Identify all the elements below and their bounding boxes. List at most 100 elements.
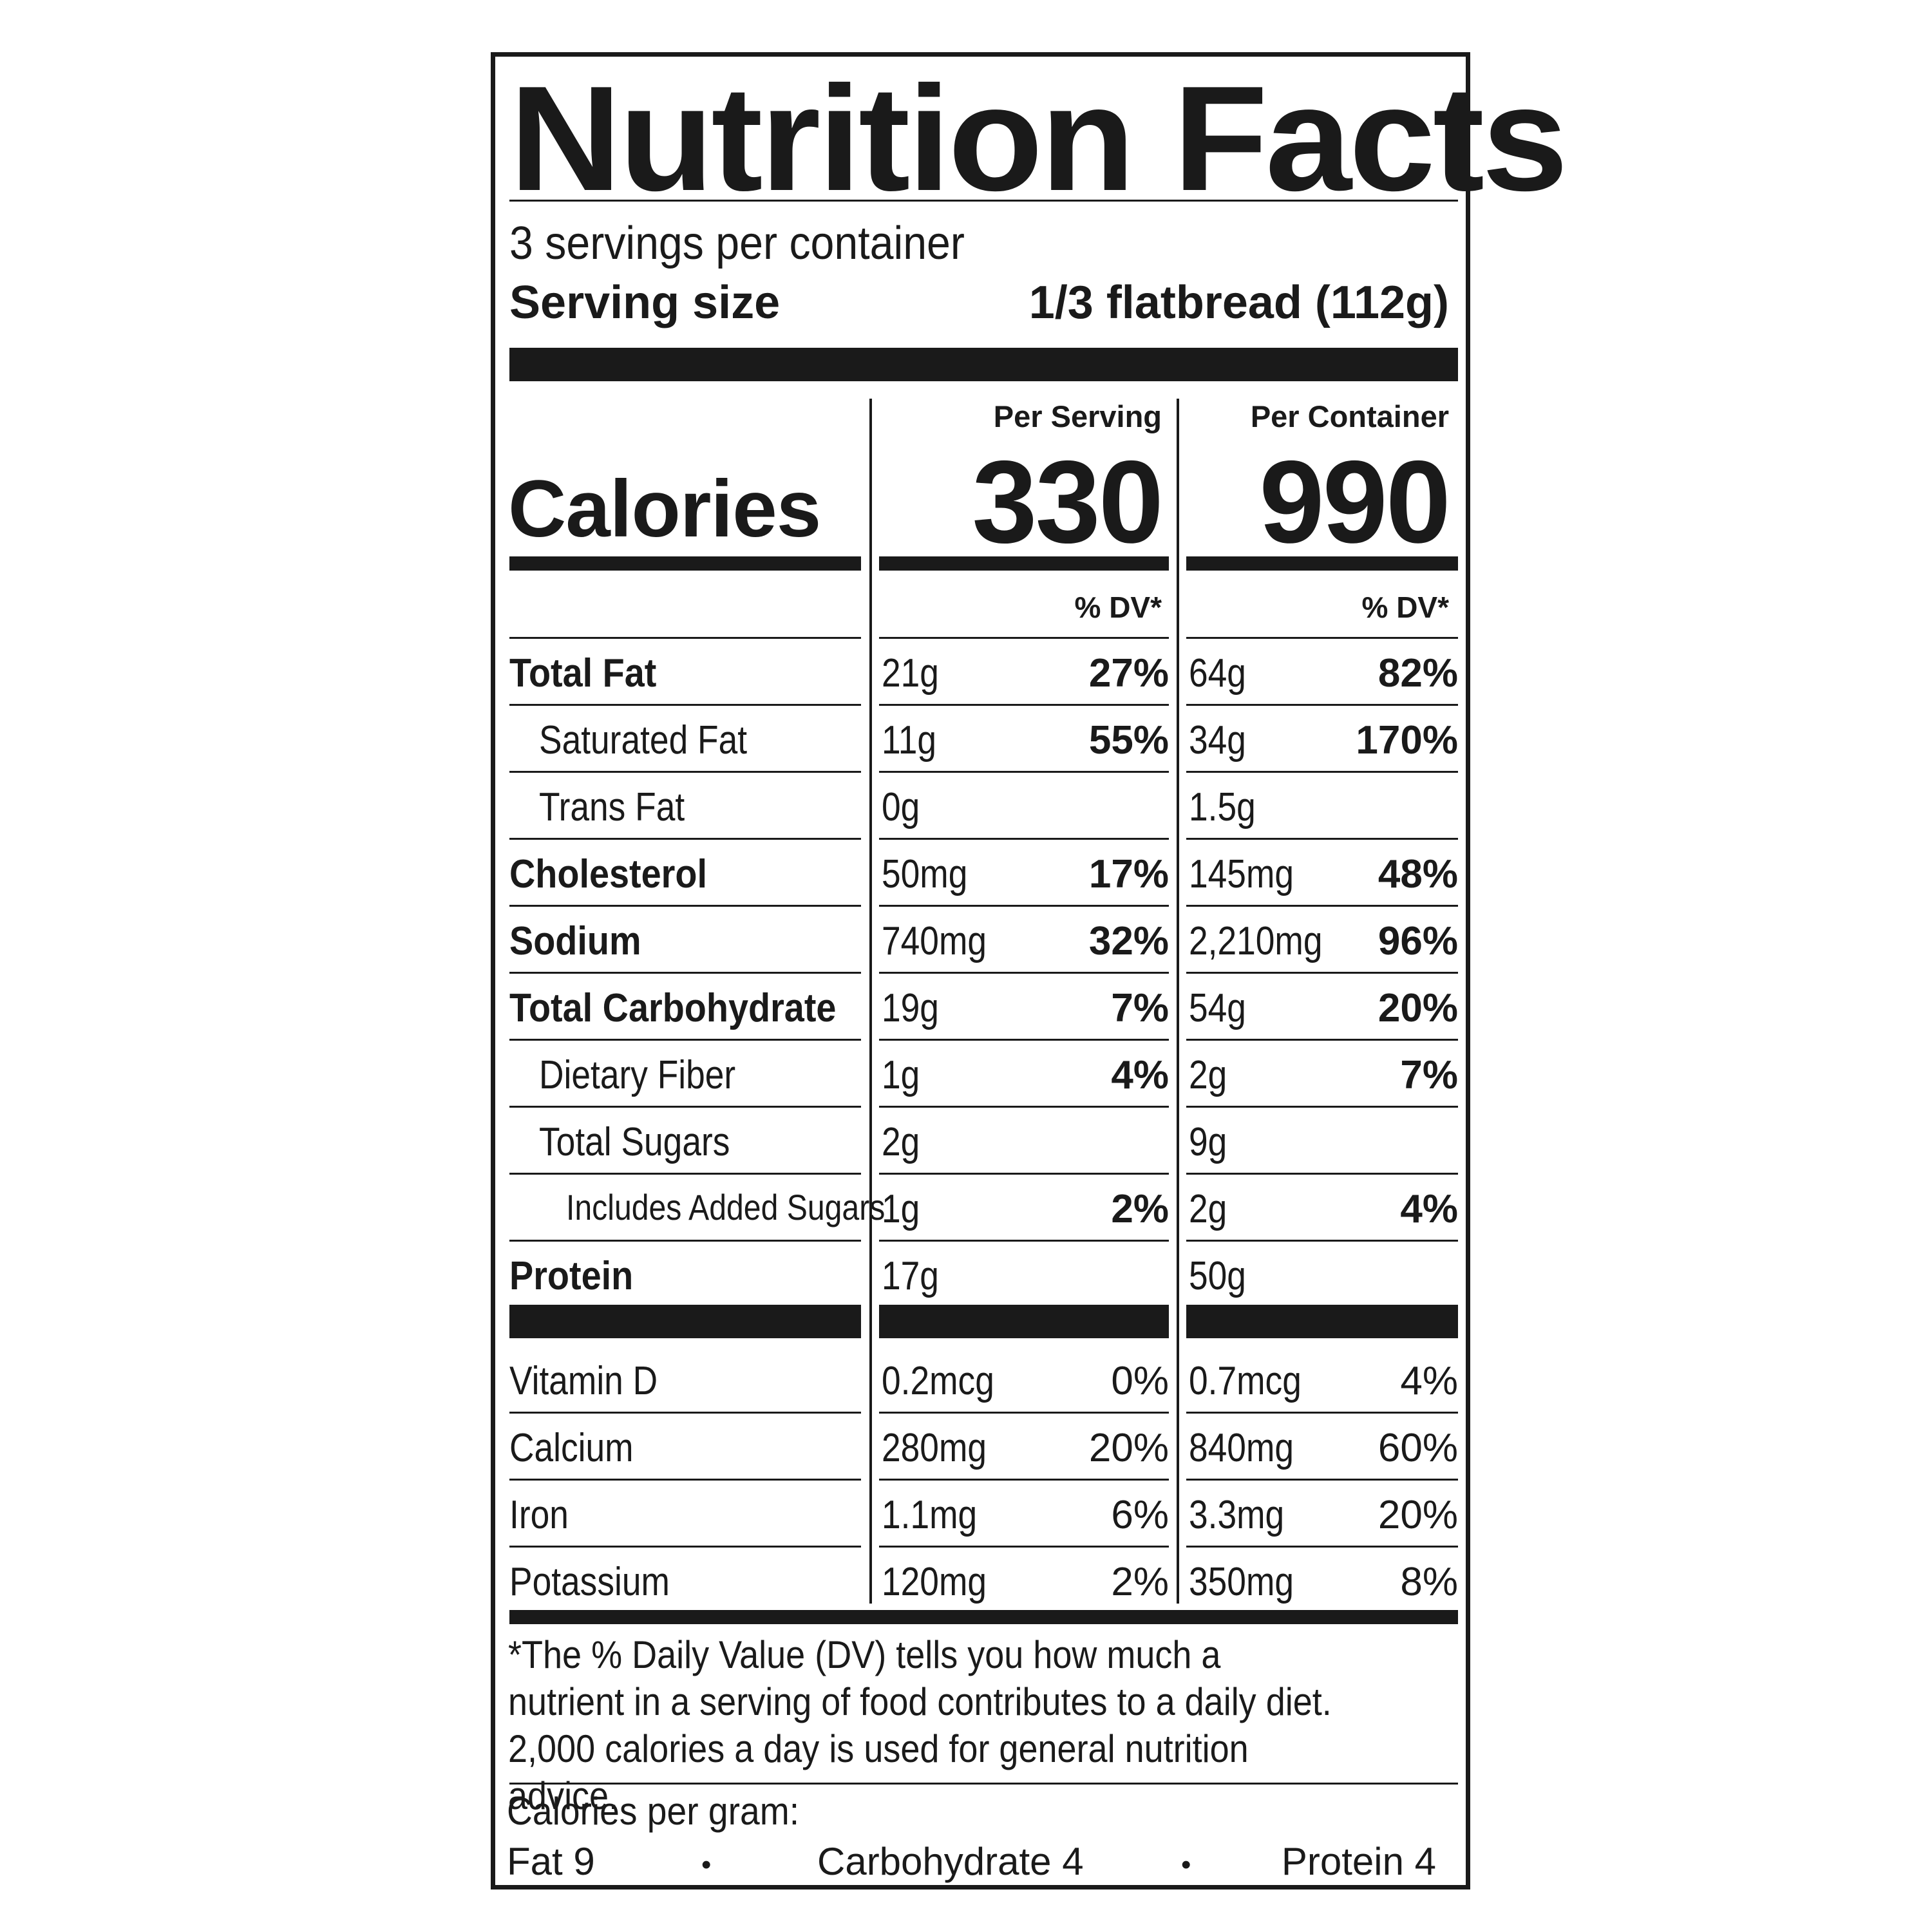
nutrient-name-saturated-fat: Saturated Fat [539, 718, 748, 762]
vitamin-bar-1 [509, 1305, 861, 1338]
servings-per-container: 3 servings per container [509, 218, 965, 269]
serving-size-label: Serving size [509, 277, 781, 328]
title-rule [509, 200, 1458, 202]
row-rule-serving-calcium [879, 1412, 1169, 1414]
serving-amount-total-sugars: 2g [882, 1120, 920, 1164]
container-amount-total-fat: 64g [1189, 651, 1246, 696]
serving-amount-total-fat: 21g [882, 651, 939, 696]
serving-dv-calcium: 20% [1088, 1426, 1169, 1470]
container-amount-sodium: 2,210mg [1189, 919, 1323, 963]
footnote-rule [509, 1783, 1458, 1785]
row-rule-total-sugars [509, 1106, 861, 1108]
serving-amount-potassium: 120mg [882, 1560, 987, 1604]
nutrient-name-cholesterol: Cholesterol [509, 852, 707, 896]
row-rule-total-carbohydrate [509, 972, 861, 974]
row-rule-container-dietary-fiber [1186, 1039, 1458, 1041]
dv-header-serving: % DV* [1074, 591, 1162, 624]
column-divider-2 [1177, 399, 1179, 1604]
serving-dv-cholesterol: 17% [1088, 852, 1169, 896]
cpg-separator-2: • [1181, 1849, 1191, 1880]
column-divider-1 [869, 399, 872, 1604]
calories-per-serving: 330 [972, 436, 1164, 567]
container-dv-cholesterol: 48% [1378, 852, 1458, 896]
container-amount-saturated-fat: 34g [1189, 718, 1246, 762]
nutrient-name-potassium: Potassium [509, 1560, 670, 1604]
row-rule-cholesterol [509, 838, 861, 840]
container-amount-potassium: 350mg [1189, 1560, 1294, 1604]
calories-bar-1 [509, 556, 861, 571]
serving-dv-total-carbohydrate: 7% [1111, 986, 1169, 1030]
serving-dv-dietary-fiber: 4% [1111, 1053, 1169, 1097]
vitamin-bar-2 [879, 1305, 1169, 1338]
serving-amount-calcium: 280mg [882, 1426, 987, 1470]
calories-label: Calories [508, 464, 821, 554]
serving-size-value: 1/3 flatbread (112g) [1028, 277, 1449, 328]
serving-amount-protein: 17g [882, 1254, 939, 1298]
row-rule-serving-dietary-fiber [879, 1039, 1169, 1041]
row-rule-iron [509, 1479, 861, 1481]
row-rule-serving-potassium [879, 1546, 1169, 1548]
label-title: Nutrition Facts [509, 55, 1568, 222]
row-rule-container-potassium [1186, 1546, 1458, 1548]
row-rule-container-cholesterol [1186, 838, 1458, 840]
calories-bar-3 [1186, 556, 1458, 571]
row-rule-serving-cholesterol [879, 838, 1169, 840]
cpg-separator-1: • [701, 1849, 712, 1880]
container-amount-dietary-fiber: 2g [1189, 1053, 1227, 1097]
container-dv-sodium: 96% [1378, 919, 1458, 963]
calories-per-container: 990 [1259, 436, 1451, 567]
serving-amount-vitamin-d: 0.2mcg [882, 1359, 994, 1403]
serving-dv-includes-added-sugars: 2% [1111, 1187, 1169, 1231]
container-amount-calcium: 840mg [1189, 1426, 1294, 1470]
container-amount-includes-added-sugars: 2g [1189, 1187, 1227, 1231]
cpg-protein: Protein 4 [1281, 1840, 1436, 1883]
nutrient-name-total-sugars: Total Sugars [539, 1120, 730, 1164]
nutrient-name-iron: Iron [509, 1493, 569, 1537]
nutrient-name-total-carbohydrate: Total Carbohydrate [509, 986, 837, 1030]
container-dv-total-carbohydrate: 20% [1378, 986, 1458, 1030]
serving-amount-cholesterol: 50mg [882, 852, 968, 896]
container-amount-iron: 3.3mg [1189, 1493, 1285, 1537]
nutrient-name-vitamin-d: Vitamin D [509, 1359, 658, 1403]
row-rule-potassium [509, 1546, 861, 1548]
container-dv-saturated-fat: 170% [1356, 718, 1458, 762]
container-dv-total-fat: 82% [1378, 651, 1458, 696]
serving-dv-saturated-fat: 55% [1088, 718, 1169, 762]
row-rule-container-total-carbohydrate [1186, 972, 1458, 974]
row-rule-serving-saturated-fat [879, 704, 1169, 706]
row-rule-includes-added-sugars [509, 1173, 861, 1175]
row-rule-serving-total-fat [879, 637, 1169, 639]
container-dv-vitamin-d: 4% [1400, 1359, 1458, 1403]
row-rule-protein [509, 1240, 861, 1242]
container-dv-potassium: 8% [1400, 1560, 1458, 1604]
row-rule-calcium [509, 1412, 861, 1414]
per-serving-header: Per Serving [993, 399, 1162, 433]
container-amount-cholesterol: 145mg [1189, 852, 1294, 896]
per-container-header: Per Container [1250, 399, 1449, 433]
calories-bar-2 [879, 556, 1169, 571]
nutrition-facts-label: Nutrition Facts 3 servings per container… [491, 52, 1568, 1889]
daily-value-footnote: *The % Daily Value (DV) tells you how mu… [508, 1633, 1332, 1817]
row-rule-container-protein [1186, 1240, 1458, 1242]
container-dv-dietary-fiber: 7% [1400, 1053, 1458, 1097]
row-rule-serving-total-carbohydrate [879, 972, 1169, 974]
calories-per-gram-label: Calories per gram: [507, 1790, 800, 1833]
cpg-fat: Fat 9 [507, 1840, 595, 1883]
container-dv-calcium: 60% [1378, 1426, 1458, 1470]
nutrient-name-includes-added-sugars: Includes Added Sugars [566, 1187, 886, 1227]
nutrient-name-dietary-fiber: Dietary Fiber [539, 1053, 736, 1097]
serving-dv-sodium: 32% [1088, 919, 1169, 963]
serving-amount-sodium: 740mg [882, 919, 987, 963]
row-rule-container-total-sugars [1186, 1106, 1458, 1108]
serving-amount-includes-added-sugars: 1g [882, 1187, 920, 1231]
row-rule-trans-fat [509, 771, 861, 773]
container-amount-vitamin-d: 0.7mcg [1189, 1359, 1302, 1403]
row-rule-container-iron [1186, 1479, 1458, 1481]
row-rule-dietary-fiber [509, 1039, 861, 1041]
cpg-carbohydrate: Carbohydrate 4 [817, 1840, 1084, 1883]
container-amount-protein: 50g [1189, 1254, 1246, 1298]
serving-amount-iron: 1.1mg [882, 1493, 978, 1537]
container-dv-includes-added-sugars: 4% [1400, 1187, 1458, 1231]
serving-amount-trans-fat: 0g [882, 785, 920, 829]
serving-amount-saturated-fat: 11g [882, 718, 937, 762]
